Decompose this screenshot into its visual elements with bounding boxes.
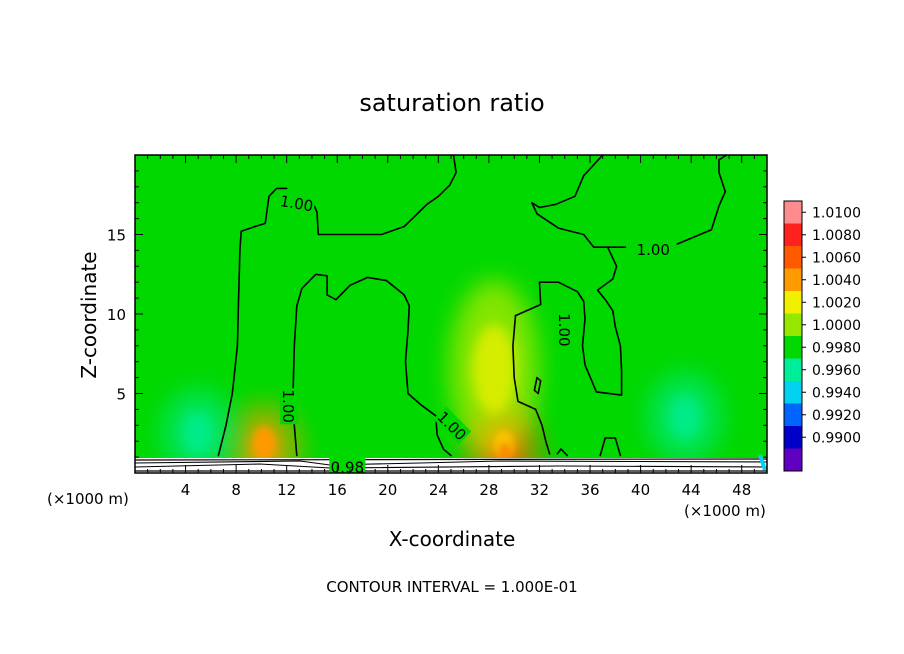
contour-label-5: 0.98 <box>331 459 364 477</box>
x-tick-label-11: 48 <box>732 481 751 499</box>
contour-line-6 <box>512 314 551 455</box>
colorbar-swatch-9 <box>784 403 802 427</box>
contour-line-0 <box>217 187 288 457</box>
x-tick-label-8: 36 <box>580 481 599 499</box>
y-tick-label-2: 15 <box>107 227 126 245</box>
colorbar-level-8: 0.9940 <box>812 385 861 401</box>
colorbar-level-7: 0.9960 <box>812 363 861 379</box>
colorbar-swatch-1 <box>784 223 802 247</box>
y-axis-ticks: 5 10 15 <box>107 170 767 458</box>
local-minimum-3 <box>646 372 723 463</box>
x-tick-label-7: 32 <box>530 481 549 499</box>
x-tick-label-0: 4 <box>181 481 191 499</box>
x-axis-ticks: 4 8 12 16 20 24 28 32 36 40 44 48 <box>147 155 755 499</box>
contour-interval-note: CONTOUR INTERVAL = 1.000E-01 <box>326 578 577 596</box>
contour-line-4 <box>676 155 728 245</box>
colorbar-level-2: 1.0060 <box>812 250 861 266</box>
colorbar-level-0: 1.0100 <box>812 205 861 221</box>
colorbar-swatch-0 <box>784 201 802 224</box>
x-tick-label-1: 8 <box>231 481 241 499</box>
colorbar-level-6: 0.9980 <box>812 340 861 356</box>
local-maximum-2 <box>448 279 539 460</box>
x-tick-label-3: 16 <box>328 481 347 499</box>
colorbar-level-3: 1.0040 <box>812 273 861 289</box>
colorbar-swatch-4 <box>784 291 802 314</box>
y-tick-label-0: 5 <box>116 386 126 404</box>
colorbar-level-9: 0.9920 <box>812 408 861 424</box>
colorbar-swatch-8 <box>784 381 802 404</box>
x-tick-label-9: 40 <box>631 481 650 499</box>
local-minimum-4 <box>160 388 237 473</box>
x-tick-label-10: 44 <box>682 481 701 499</box>
y-tick-label-1: 10 <box>107 306 126 324</box>
contour-label-2: 1.00 <box>555 313 573 346</box>
colorbar: 1.0100 1.0080 1.0060 1.0040 1.0020 1.0000 0.99… <box>783 200 861 472</box>
colorbar-swatch-10 <box>784 426 802 449</box>
contour-labels: 1.001.001.001.001.000.98 <box>277 190 672 477</box>
colorbar-swatch-6 <box>784 336 802 359</box>
x-tick-label-5: 24 <box>429 481 448 499</box>
chart-title: saturation ratio <box>359 89 544 117</box>
x-tick-label-2: 12 <box>277 481 296 499</box>
colorbar-swatch-5 <box>784 313 802 337</box>
contour-line-3 <box>531 155 627 248</box>
colorbar-level-1: 1.0080 <box>812 228 861 244</box>
contour-lines <box>217 155 728 457</box>
plot-area: 1.001.001.001.001.000.98 <box>135 155 767 477</box>
contour-label-1: 1.00 <box>637 241 670 259</box>
contour-line-2 <box>292 273 452 457</box>
colorbar-swatch-3 <box>784 268 802 292</box>
x-tick-label-4: 20 <box>378 481 397 499</box>
contour-line-9 <box>533 376 542 395</box>
x-unit-label-right: (×1000 m) <box>684 502 766 520</box>
contour-line-5 <box>514 246 623 396</box>
contour-label-3: 1.00 <box>279 390 297 423</box>
colorbar-level-4: 1.0020 <box>812 295 861 311</box>
y-axis-label: Z-coordinate <box>77 251 101 378</box>
contour-line-7 <box>556 448 569 457</box>
surface-layer <box>135 454 767 473</box>
contour-label-0: 1.00 <box>279 192 315 216</box>
x-axis-label: X-coordinate <box>389 527 516 551</box>
colorbar-level-5: 1.0000 <box>812 318 861 334</box>
colorbar-level-10: 0.9900 <box>812 430 861 446</box>
contour-line-8 <box>599 437 622 457</box>
x-tick-label-6: 28 <box>479 481 498 499</box>
x-unit-label-left: (×1000 m) <box>47 490 129 508</box>
colorbar-swatch-2 <box>784 246 802 269</box>
colorbar-swatch-11 <box>784 448 802 472</box>
colorbar-swatch-7 <box>784 358 802 382</box>
contour-line-1 <box>309 155 457 236</box>
